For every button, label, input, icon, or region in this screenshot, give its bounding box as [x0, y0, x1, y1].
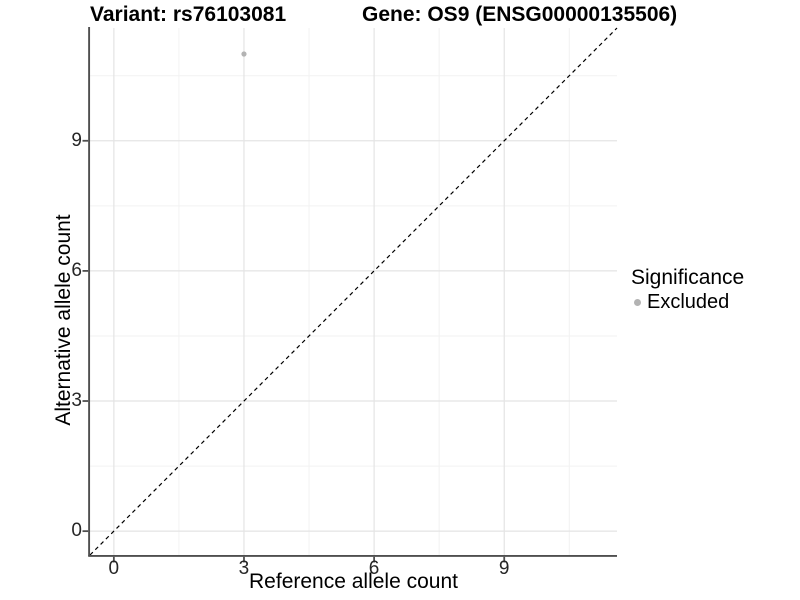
x-tick-label: 3	[238, 558, 250, 579]
legend-item-excluded: Excluded	[631, 291, 744, 314]
x-tick-label: 0	[108, 558, 120, 579]
plot-canvas	[82, 27, 618, 563]
gene-title: Gene: OS9 (ENSG00000135506)	[362, 3, 678, 26]
legend-item-label: Excluded	[647, 291, 730, 313]
legend: Significance Excluded	[631, 266, 744, 314]
y-tick-label: 6	[71, 259, 82, 281]
x-tick-label: 9	[498, 558, 510, 579]
y-tick-label: 3	[71, 390, 82, 412]
x-axis-title: Reference allele count	[249, 570, 458, 593]
data-point-excluded	[241, 51, 247, 57]
legend-title: Significance	[631, 266, 745, 289]
variant-title: Variant: rs76103081	[90, 3, 287, 26]
y-tick-label: 9	[71, 129, 82, 151]
excluded-point-icon	[634, 299, 641, 306]
x-tick-label: 6	[368, 558, 380, 579]
plot-panel	[82, 27, 618, 563]
y-tick-label: 0	[71, 520, 82, 542]
identity-dashed-line	[89, 27, 618, 556]
